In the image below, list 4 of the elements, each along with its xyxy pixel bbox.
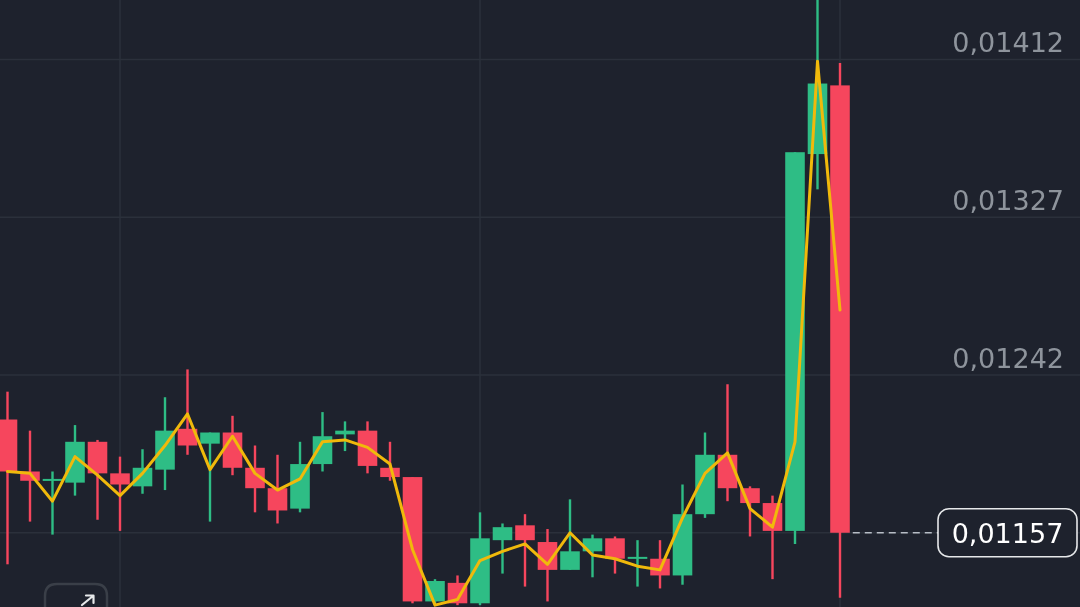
y-tick-label: 0,01327 (952, 185, 1064, 217)
y-tick-label: 0,01412 (952, 27, 1064, 59)
ref-line-label: 0,01157 (951, 517, 1064, 549)
y-tick-label: 0,01242 (952, 342, 1064, 374)
